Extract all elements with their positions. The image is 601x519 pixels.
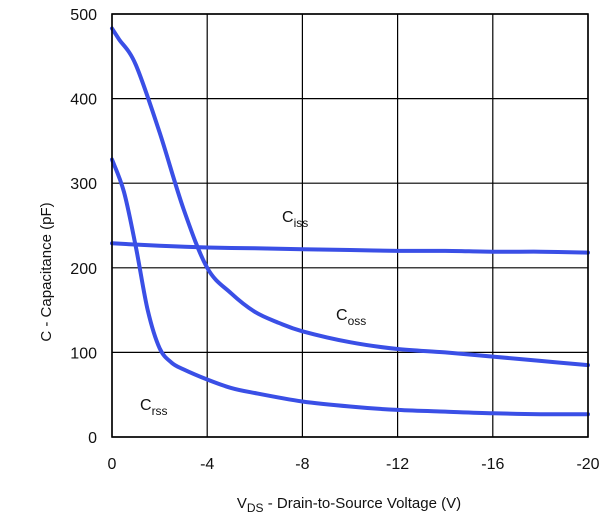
- series-label-coss-sub: oss: [348, 314, 367, 328]
- series-label-ciss-main: C: [282, 209, 294, 226]
- series-layer: [110, 26, 590, 417]
- x-tick-label: -4: [200, 456, 214, 473]
- x-axis-title-rest: - Drain-to-Source Voltage (V): [264, 495, 462, 512]
- plot-frame: [111, 13, 589, 438]
- x-tick-label: -8: [295, 456, 309, 473]
- series-label-coss-main: C: [336, 307, 348, 324]
- y-tick-label: 100: [70, 345, 97, 362]
- series-label-crss-sub: rss: [152, 404, 168, 418]
- y-tick-labels: 0 100 200 300 400 500: [70, 7, 97, 447]
- series-label-crss: Crss: [140, 397, 168, 418]
- x-tick-label: -16: [481, 456, 504, 473]
- y-tick-label: 200: [70, 261, 97, 278]
- series-line-coss: [110, 26, 590, 368]
- series-line-ciss: [110, 241, 590, 255]
- x-axis-title: VDS - Drain-to-Source Voltage (V): [237, 495, 461, 515]
- y-tick-label: 0: [88, 430, 97, 447]
- x-tick-label: -12: [386, 456, 409, 473]
- series-label-coss: Coss: [336, 307, 366, 328]
- y-tick-label: 400: [70, 92, 97, 109]
- grid: [111, 13, 589, 438]
- x-tick-label: 0: [108, 456, 117, 473]
- x-axis-title-main: V: [237, 495, 247, 512]
- x-axis-title-sub: DS: [247, 501, 264, 515]
- series-label-ciss: Ciss: [282, 209, 308, 230]
- x-tick-label: -20: [576, 456, 599, 473]
- series-label-ciss-sub: iss: [294, 216, 309, 230]
- y-tick-label: 300: [70, 176, 97, 193]
- y-axis-title: C - Capacitance (pF): [38, 202, 55, 341]
- series-line-crss: [110, 157, 590, 417]
- series-label-crss-main: C: [140, 397, 152, 414]
- y-tick-label: 500: [70, 7, 97, 24]
- x-tick-labels: 0 -4 -8 -12 -16 -20: [108, 456, 600, 473]
